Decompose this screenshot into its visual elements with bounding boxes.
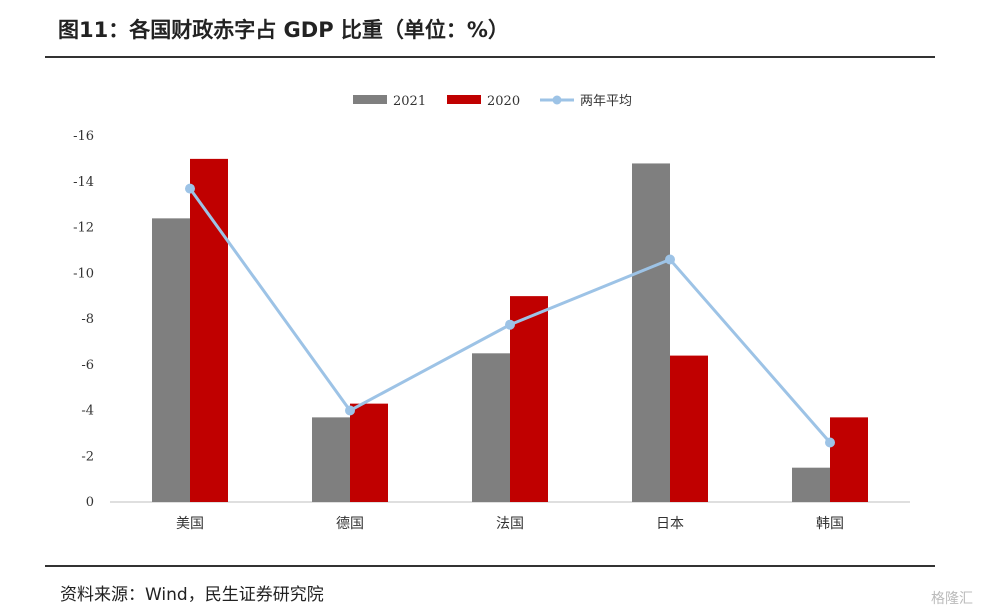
legend: 2021 2020 两年平均 xyxy=(353,94,632,109)
watermark: 格隆汇 xyxy=(931,591,973,607)
average-point xyxy=(505,319,515,330)
y-tick-label: -10 xyxy=(73,266,94,281)
legend-marker-avg xyxy=(552,95,562,105)
bar-2021 xyxy=(792,467,830,502)
legend-swatch-2021 xyxy=(353,95,387,104)
legend-label-2020: 2020 xyxy=(487,94,520,109)
chart: 2021 2020 两年平均 0 -2 -4 -6 -8 -10 -12 -14 -16 美国 德国 法… xyxy=(73,94,910,532)
bottom-divider xyxy=(45,565,935,567)
average-point xyxy=(825,437,835,448)
x-axis: 美国 德国 法国 日本 韩国 xyxy=(110,501,910,532)
average-point xyxy=(185,183,195,194)
y-tick-label: -6 xyxy=(81,358,94,373)
bar-2020 xyxy=(190,158,228,502)
y-tick-label: 0 xyxy=(86,495,94,510)
legend-label-2021: 2021 xyxy=(393,94,426,109)
average-point xyxy=(665,254,675,265)
bar-2020 xyxy=(830,417,868,502)
top-divider xyxy=(45,56,935,58)
legend-swatch-2020 xyxy=(447,95,481,104)
legend-label-avg: 两年平均 xyxy=(580,94,632,109)
y-tick-label: -8 xyxy=(81,312,94,327)
y-axis: 0 -2 -4 -6 -8 -10 -12 -14 -16 xyxy=(73,129,94,510)
y-tick-label: -2 xyxy=(81,449,94,464)
bar-2021 xyxy=(632,163,670,502)
source-note: 资料来源：Wind，民生证券研究院 xyxy=(60,585,324,605)
y-tick-label: -16 xyxy=(73,129,94,144)
y-tick-label: -4 xyxy=(81,404,94,419)
y-tick-label: -12 xyxy=(73,221,94,236)
bar-2021 xyxy=(312,417,350,502)
x-tick-label: 日本 xyxy=(656,516,684,532)
bars xyxy=(152,158,868,502)
chart-title: 图11：各国财政赤字占 GDP 比重（单位：%） xyxy=(58,18,509,42)
x-tick-label: 韩国 xyxy=(816,516,844,532)
bar-2020 xyxy=(670,355,708,502)
x-tick-label: 德国 xyxy=(336,516,364,532)
bar-2020 xyxy=(350,403,388,502)
x-tick-label: 法国 xyxy=(496,516,524,532)
bar-2020 xyxy=(510,296,548,502)
bar-2021 xyxy=(152,218,190,502)
bar-2021 xyxy=(472,353,510,502)
average-point xyxy=(345,405,355,416)
x-tick-label: 美国 xyxy=(176,516,204,532)
y-tick-label: -14 xyxy=(73,175,94,190)
average-line xyxy=(185,183,835,448)
